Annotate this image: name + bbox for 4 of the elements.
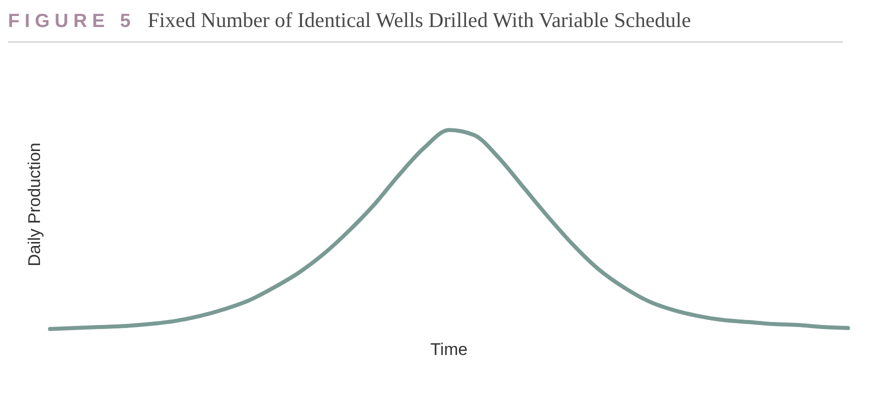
y-axis-title: Daily Production	[25, 142, 44, 266]
chart-subtitle: Fixed Number of Identical Wells Drilled With Variable Schedule	[148, 8, 691, 32]
x-axis-title: Time	[430, 340, 468, 359]
chart-title: FIGURE 5	[8, 11, 136, 32]
